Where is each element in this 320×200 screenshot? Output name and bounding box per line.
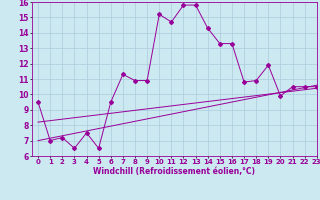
X-axis label: Windchill (Refroidissement éolien,°C): Windchill (Refroidissement éolien,°C): [93, 167, 255, 176]
